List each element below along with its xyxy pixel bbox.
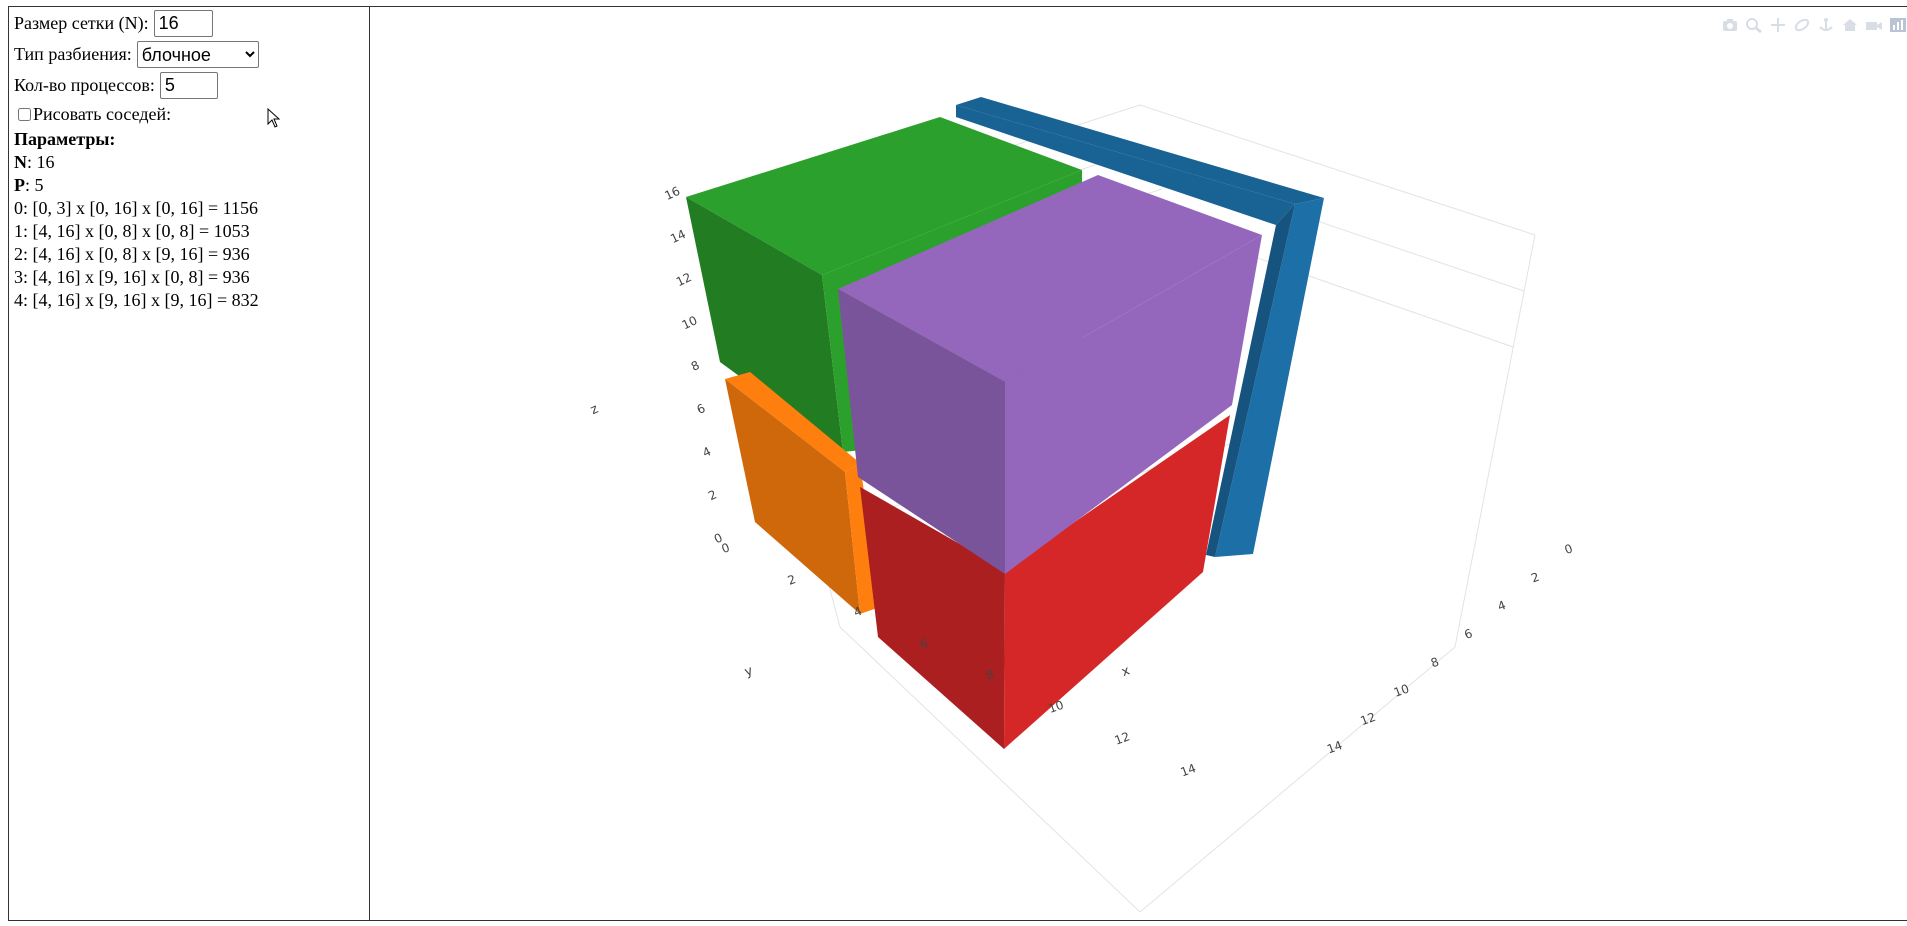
block-line-0: 0: [0, 3] x [0, 16] x [0, 16] = 1156 xyxy=(14,198,258,218)
x-tick-6: 6 xyxy=(1462,626,1474,642)
param-p-value: : 5 xyxy=(25,175,44,195)
partition-type-label: Тип разбиения: xyxy=(14,44,132,64)
block-2-purple-face-1 xyxy=(838,289,1005,574)
z-tick-8: 8 xyxy=(689,358,702,374)
param-p-line: P: 5 xyxy=(14,174,369,197)
block-2-purple xyxy=(838,175,1262,574)
y-tick-14: 14 xyxy=(1179,761,1198,779)
x-tick-2: 2 xyxy=(1529,570,1541,586)
zoom-icon[interactable] xyxy=(1745,17,1763,34)
block-2-purple-face-0 xyxy=(838,175,1262,382)
block-2-purple-face-2 xyxy=(1005,235,1262,574)
x-tick-14: 14 xyxy=(1325,738,1344,756)
block-0-blue-face-2 xyxy=(1215,198,1324,557)
turntable-icon[interactable] xyxy=(1817,17,1835,33)
block-3-orange-face-0 xyxy=(725,372,860,472)
y-tick-4: 4 xyxy=(852,604,864,620)
y-tick-8: 8 xyxy=(984,667,996,683)
x-tick-8: 8 xyxy=(1429,654,1441,670)
block-0-blue-face-0 xyxy=(956,97,1324,204)
block-0-blue xyxy=(956,97,1324,557)
process-count-input[interactable] xyxy=(159,72,218,99)
x-axis-title: x xyxy=(1120,663,1133,680)
plot-area[interactable]: 0 2 4 6 8 10 12 14 16 0 2 4 6 8 10 12 14 0 2 4 6 8 10 12 14 z y x xyxy=(369,6,1907,921)
y-axis-title: y xyxy=(743,663,756,680)
block-1-red-face-1 xyxy=(860,487,1005,749)
y-tick-10: 10 xyxy=(1046,698,1065,716)
x-tick-10: 10 xyxy=(1392,681,1411,699)
mouse-cursor-icon xyxy=(267,108,281,128)
y-tick-6: 6 xyxy=(918,635,930,651)
plotly-logo-icon[interactable] xyxy=(1889,17,1907,33)
z-tick-16: 16 xyxy=(662,184,682,203)
control-panel: Размер сетки (N): Тип разбиения: блочное… xyxy=(8,6,369,921)
partition-type-select[interactable]: блочное xyxy=(136,41,259,68)
z-tick-2: 2 xyxy=(706,487,719,503)
block-1-red-face-2 xyxy=(1004,415,1230,749)
draw-neighbors-checkbox[interactable] xyxy=(18,108,31,121)
grid-size-row: Размер сетки (N): xyxy=(14,10,369,37)
block-4-green-face-0 xyxy=(686,117,1082,275)
home-icon[interactable] xyxy=(1841,17,1859,33)
draw-neighbors-label: Рисовать соседей: xyxy=(33,104,172,124)
process-count-label: Кол-во процессов: xyxy=(14,75,155,95)
x-tick-0: 0 xyxy=(1563,541,1575,557)
z-tick-10: 10 xyxy=(680,313,700,332)
block-line-3: 3: [4, 16] x [9, 16] x [0, 8] = 936 xyxy=(14,267,250,287)
z-tick-14: 14 xyxy=(668,227,688,246)
params-section: Параметры: N: 16 P: 5 0: [0, 3] x [0, 16… xyxy=(14,128,369,312)
process-count-row: Кол-во процессов: xyxy=(14,72,369,99)
y-tick-2: 2 xyxy=(786,572,798,588)
block-4-green-face-1 xyxy=(686,197,843,452)
block-0-blue-face-3 xyxy=(1206,204,1295,557)
x-tick-12: 12 xyxy=(1358,710,1377,728)
param-n-line: N: 16 xyxy=(14,151,369,174)
plot-modebar xyxy=(1721,17,1907,34)
camera-icon[interactable] xyxy=(1721,17,1739,33)
param-p-label: P xyxy=(14,175,25,195)
block-3-orange-face-1 xyxy=(725,379,860,614)
grid-size-label: Размер сетки (N): xyxy=(14,13,149,33)
camera-view-icon[interactable] xyxy=(1865,17,1883,33)
orbit-icon[interactable] xyxy=(1793,17,1811,33)
y-tick-12: 12 xyxy=(1113,729,1132,747)
block-line-1: 1: [4, 16] x [0, 8] x [0, 8] = 1053 xyxy=(14,221,250,241)
pan-icon[interactable] xyxy=(1769,17,1787,33)
block-line-4: 4: [4, 16] x [9, 16] x [9, 16] = 832 xyxy=(14,290,259,310)
x-tick-4: 4 xyxy=(1496,598,1508,614)
params-title: Параметры: xyxy=(14,129,116,149)
z-axis-title: z xyxy=(588,402,601,419)
draw-neighbors-row: Рисовать соседей: xyxy=(14,103,369,126)
partition-type-row: Тип разбиения: блочное xyxy=(14,41,369,68)
z-tick-12: 12 xyxy=(674,270,694,289)
block-1-red xyxy=(860,415,1230,749)
block-0-blue-face-1 xyxy=(956,105,1295,225)
grid-size-input[interactable] xyxy=(153,10,213,37)
z-tick-4: 4 xyxy=(700,444,713,460)
y-tick-0: 0 xyxy=(720,540,732,556)
param-n-label: N xyxy=(14,152,27,172)
z-tick-6: 6 xyxy=(695,401,708,417)
block-line-2: 2: [4, 16] x [0, 8] x [9, 16] = 936 xyxy=(14,244,250,264)
param-n-value: : 16 xyxy=(27,152,55,172)
